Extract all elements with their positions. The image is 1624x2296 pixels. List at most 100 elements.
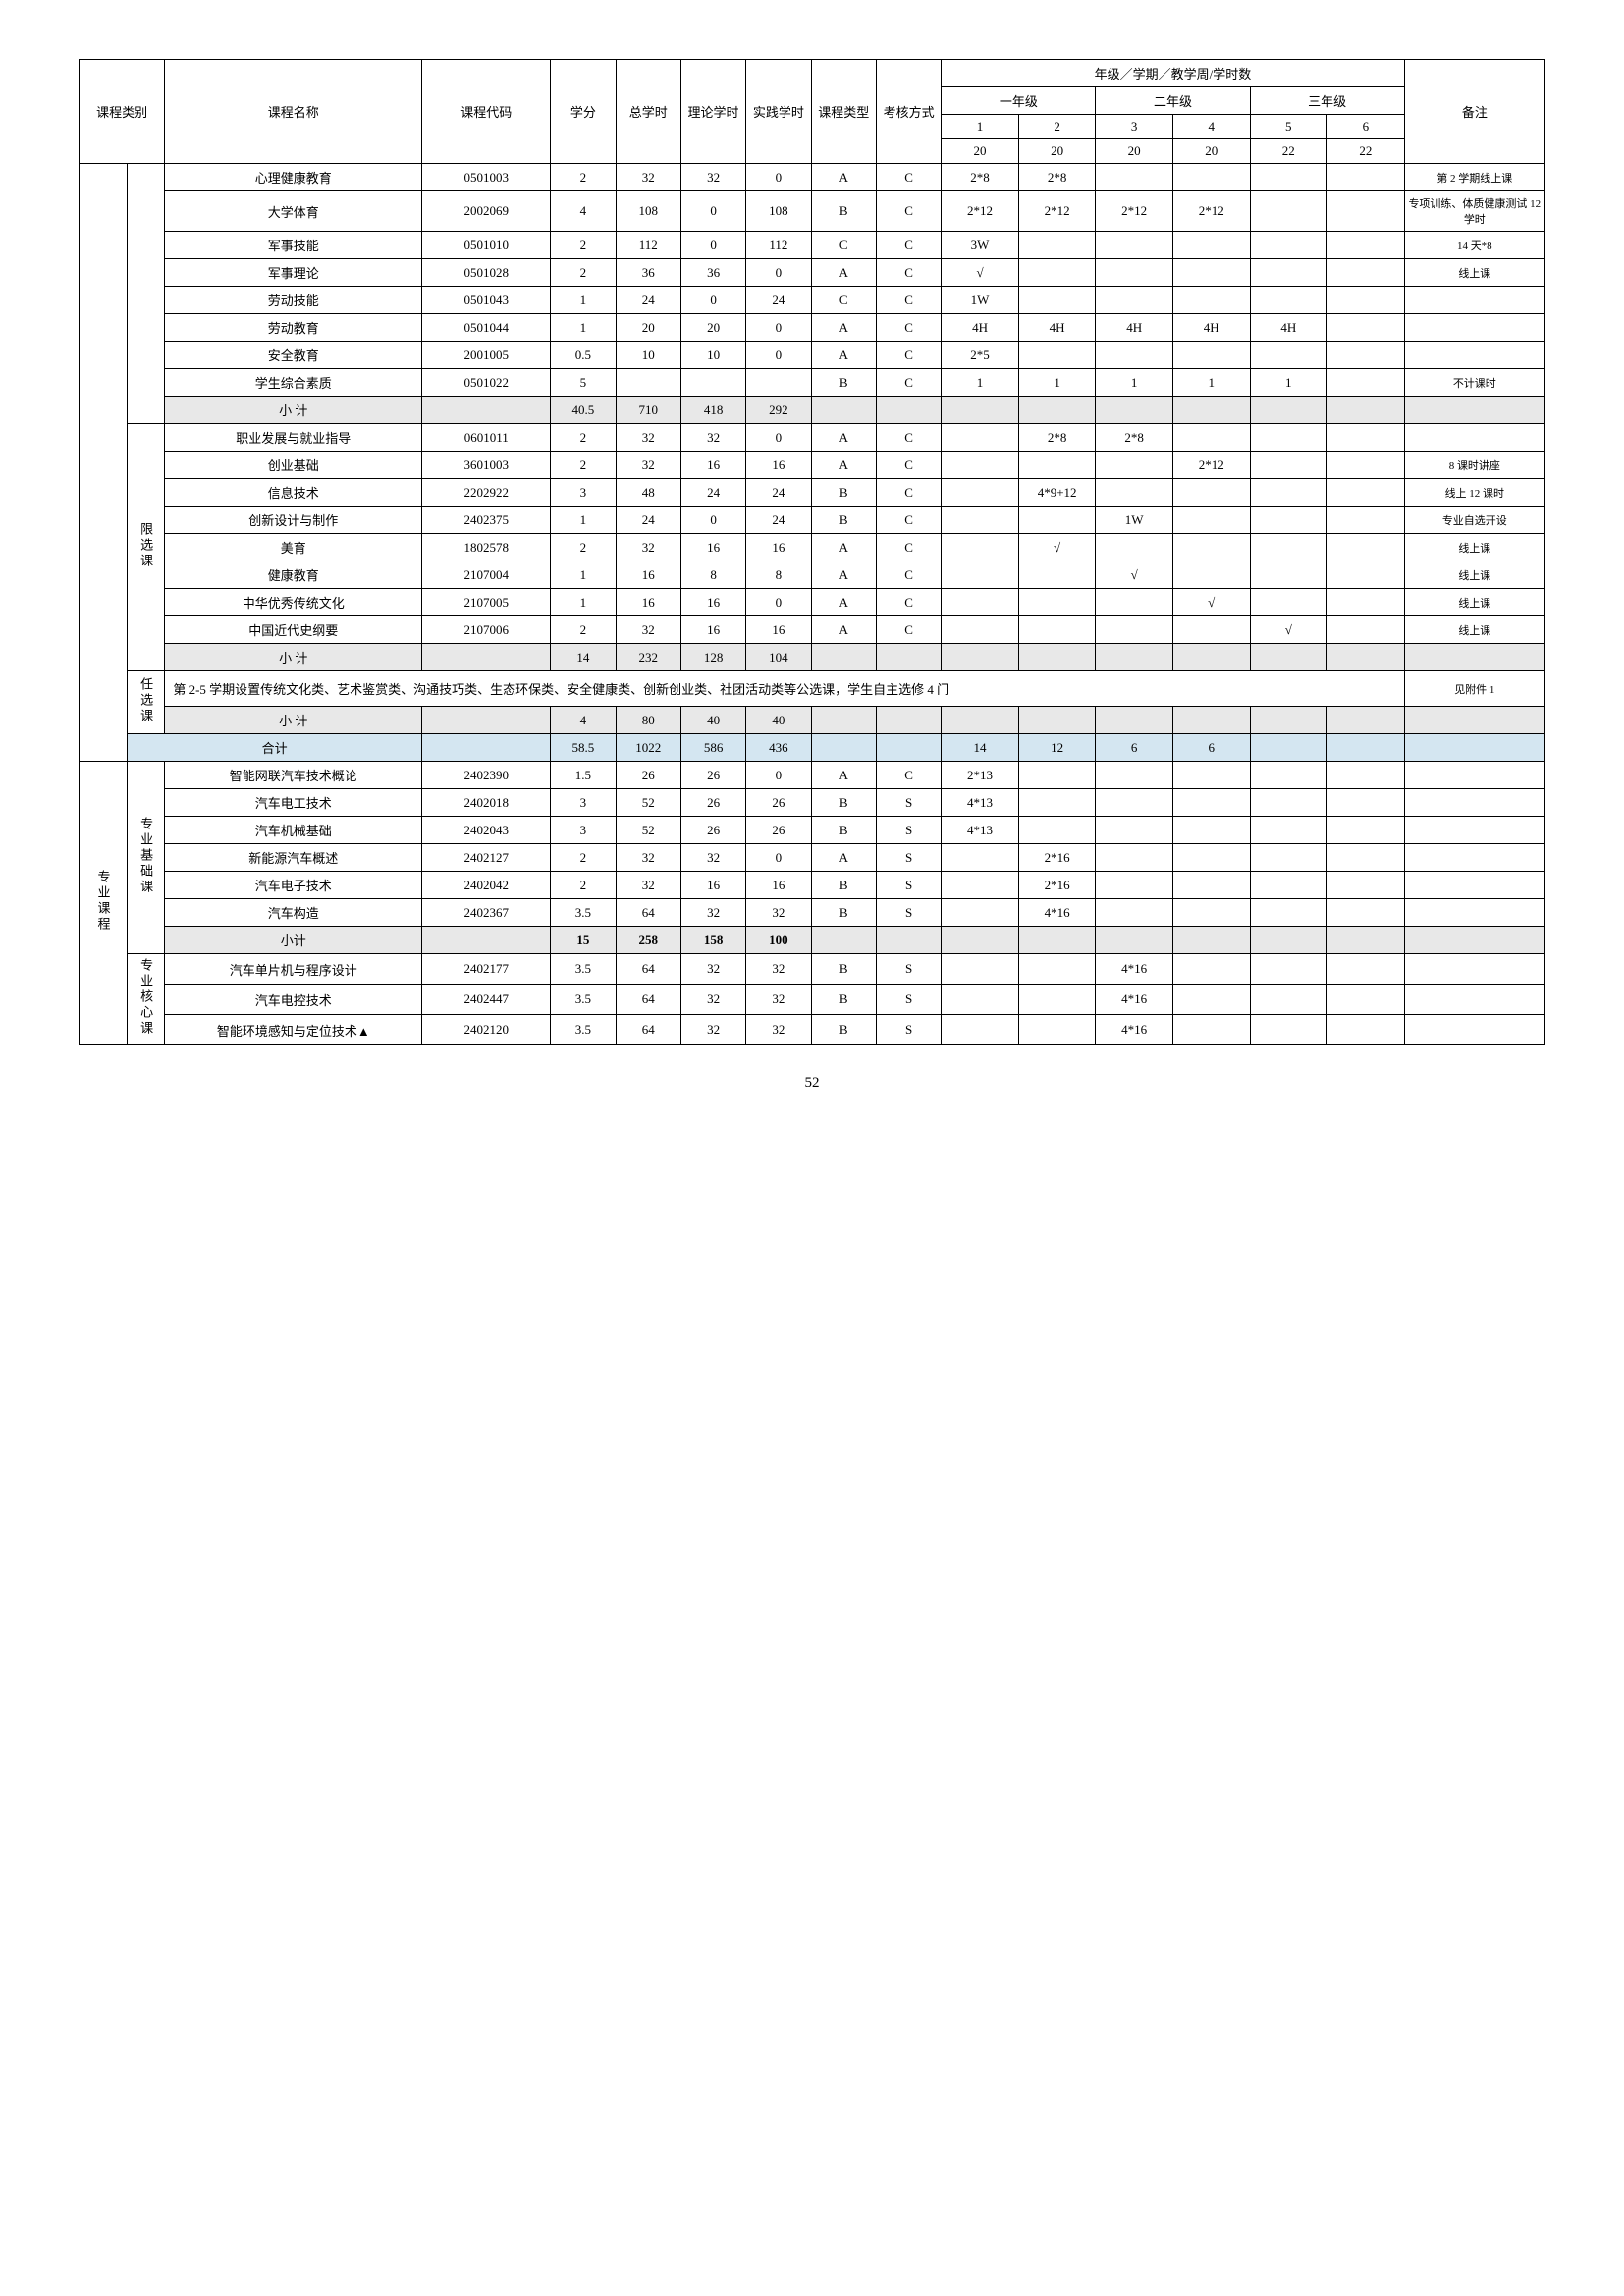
- subtotal-label: 小 计: [165, 707, 422, 734]
- cell-code: 2402042: [422, 872, 551, 899]
- hdr-theory: 理论学时: [680, 60, 745, 164]
- cell: 26: [746, 817, 811, 844]
- cell: [1250, 817, 1327, 844]
- cell: 16: [616, 561, 680, 589]
- cell: [1018, 954, 1096, 985]
- cell: [1250, 342, 1327, 369]
- cell: [1096, 817, 1173, 844]
- cell: [422, 927, 551, 954]
- cell-name: 军事技能: [165, 232, 422, 259]
- cell: 5: [551, 369, 616, 397]
- cell: 0: [746, 342, 811, 369]
- table-row: 限选课 职业发展与就业指导 0601011 2 32 32 0 A C 2*8 …: [80, 424, 1545, 452]
- cell: [1172, 424, 1250, 452]
- cell: 2*12: [1172, 452, 1250, 479]
- hdr-s1: 1: [942, 115, 1019, 139]
- cell: B: [811, 872, 876, 899]
- cell: [1250, 872, 1327, 899]
- cell: [1250, 561, 1327, 589]
- cell: B: [811, 899, 876, 927]
- cell: 0: [680, 191, 745, 232]
- cell: C: [876, 762, 941, 789]
- cell: [1327, 342, 1405, 369]
- cell: B: [811, 479, 876, 507]
- cell: [942, 397, 1019, 424]
- cell: [942, 985, 1019, 1015]
- cell: C: [876, 479, 941, 507]
- cell: 26: [680, 789, 745, 817]
- cell: 1: [551, 589, 616, 616]
- hdr-w6: 22: [1327, 139, 1405, 164]
- cell-name: 新能源汽车概述: [165, 844, 422, 872]
- cell: [1172, 789, 1250, 817]
- cell: 4H: [1250, 314, 1327, 342]
- cell: 1: [551, 507, 616, 534]
- cell: C: [876, 259, 941, 287]
- cell: 20: [616, 314, 680, 342]
- hdr-s2: 2: [1018, 115, 1096, 139]
- cell-name: 汽车电子技术: [165, 872, 422, 899]
- cell: 8: [680, 561, 745, 589]
- cell: [811, 707, 876, 734]
- cell: [1327, 762, 1405, 789]
- hdr-practice: 实践学时: [746, 60, 811, 164]
- cell-name: 智能网联汽车技术概论: [165, 762, 422, 789]
- cell-code: 2402390: [422, 762, 551, 789]
- cell-note: [1404, 817, 1544, 844]
- cell: [942, 561, 1019, 589]
- cell-code: 2402447: [422, 985, 551, 1015]
- hdr-w5: 22: [1250, 139, 1327, 164]
- cell: [1172, 985, 1250, 1015]
- cell: 4*16: [1096, 985, 1173, 1015]
- cell: 40.5: [551, 397, 616, 424]
- cell: A: [811, 452, 876, 479]
- cell: √: [1018, 534, 1096, 561]
- hdr-w4: 20: [1172, 139, 1250, 164]
- cell: [1327, 424, 1405, 452]
- cell: C: [876, 232, 941, 259]
- cell: [811, 734, 876, 762]
- cell: [1096, 762, 1173, 789]
- cell-note: [1404, 287, 1544, 314]
- cell: [1018, 707, 1096, 734]
- cell: 3.5: [551, 899, 616, 927]
- cell: S: [876, 954, 941, 985]
- cell: 10: [616, 342, 680, 369]
- hdr-w3: 20: [1096, 139, 1173, 164]
- cell: [1018, 561, 1096, 589]
- cell-note: 专业自选开设: [1404, 507, 1544, 534]
- cell: [1327, 899, 1405, 927]
- cell-code: 2107006: [422, 616, 551, 644]
- cell: [1172, 164, 1250, 191]
- table-row: 健康教育 2107004 1 16 8 8 A C √ 线上课: [80, 561, 1545, 589]
- header-row: 课程类别 课程名称 课程代码 学分 总学时 理论学时 实践学时 课程类型 考核方…: [80, 60, 1545, 87]
- hdr-s6: 6: [1327, 115, 1405, 139]
- cell: [1172, 1015, 1250, 1045]
- cell-code: 0501010: [422, 232, 551, 259]
- cell: [942, 1015, 1019, 1045]
- cell: 4*13: [942, 789, 1019, 817]
- cell: [1172, 259, 1250, 287]
- cell: [1327, 589, 1405, 616]
- cell: A: [811, 844, 876, 872]
- cell: [422, 734, 551, 762]
- cell: 112: [616, 232, 680, 259]
- cell: 32: [616, 164, 680, 191]
- cell: [1250, 789, 1327, 817]
- cell: 1: [942, 369, 1019, 397]
- cell: [1096, 534, 1173, 561]
- table-row: 军事理论 0501028 2 36 36 0 A C √ 线上课: [80, 259, 1545, 287]
- cell: 4H: [1096, 314, 1173, 342]
- cell: 24: [746, 287, 811, 314]
- cell-name: 美育: [165, 534, 422, 561]
- cell: [1327, 1015, 1405, 1045]
- cell-name: 学生综合素质: [165, 369, 422, 397]
- cell-note: 见附件 1: [1404, 671, 1544, 707]
- table-row: 汽车电工技术 2402018 3 52 26 26 B S 4*13: [80, 789, 1545, 817]
- cell: [1327, 707, 1405, 734]
- cell: 32: [616, 452, 680, 479]
- table-row: 汽车电子技术 2402042 2 32 16 16 B S 2*16: [80, 872, 1545, 899]
- cell: [942, 644, 1019, 671]
- cell-code: 2002069: [422, 191, 551, 232]
- cell: 10: [680, 342, 745, 369]
